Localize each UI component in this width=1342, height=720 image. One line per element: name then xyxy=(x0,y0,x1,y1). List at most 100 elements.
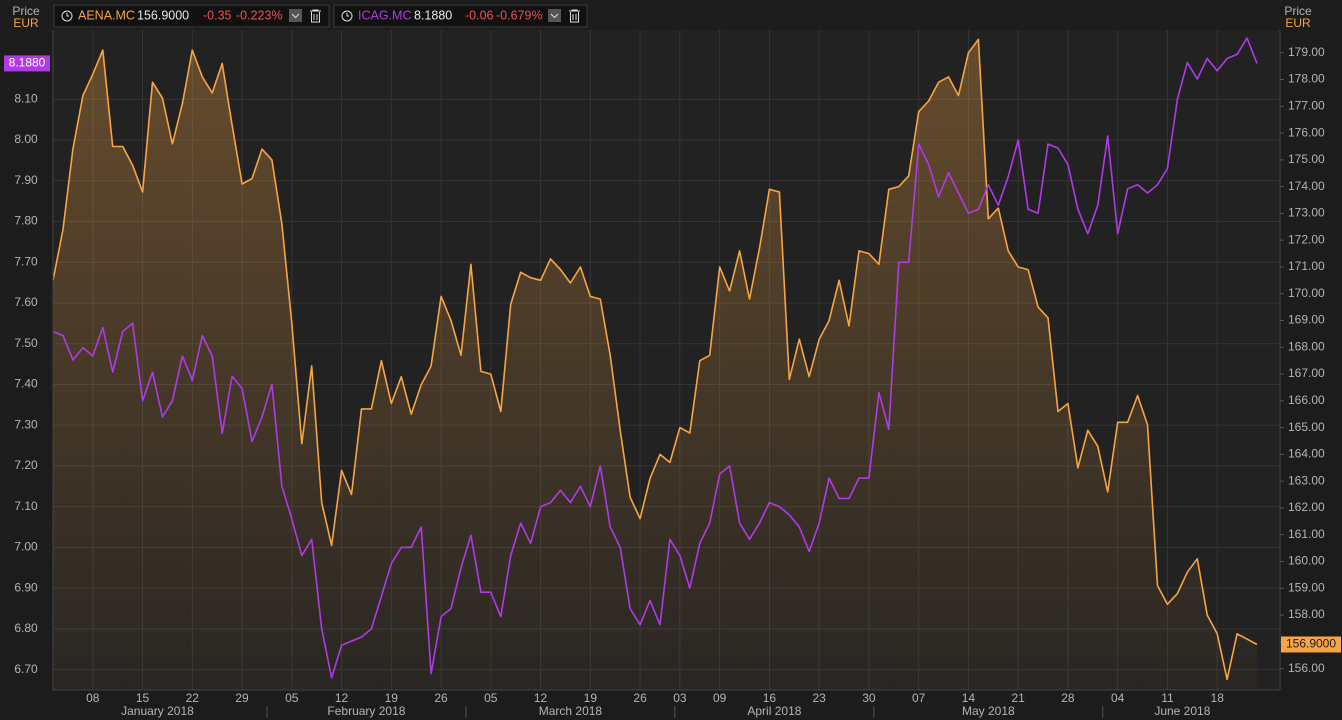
dropdown-icon[interactable] xyxy=(548,9,561,22)
y2-tick-label: 172.00 xyxy=(1288,232,1325,246)
x-tick-label: 22 xyxy=(186,691,200,705)
month-label: March 2018 xyxy=(539,704,603,718)
y-tick-label: 6.70 xyxy=(14,662,38,676)
y2-tick-label: 158.00 xyxy=(1288,607,1325,621)
y-tick-label: 7.90 xyxy=(14,173,38,187)
y2-tick-label: 167.00 xyxy=(1288,366,1325,380)
y-tick-label: 8.00 xyxy=(14,132,38,146)
y-tick-label: 7.80 xyxy=(14,214,38,228)
x-tick-label: 16 xyxy=(763,691,777,705)
x-tick-label: 19 xyxy=(584,691,598,705)
clock-icon xyxy=(61,10,73,22)
y2-tick-label: 177.00 xyxy=(1288,98,1325,112)
last-price-label: 156.9000 xyxy=(1286,637,1336,651)
y2-tick-label: 166.00 xyxy=(1288,393,1325,407)
y2-tick-label: 159.00 xyxy=(1288,580,1325,594)
legend-change: -0.06 xyxy=(465,8,494,22)
x-tick-label: 11 xyxy=(1161,691,1174,705)
x-tick-label: 08 xyxy=(86,691,100,705)
delete-icon[interactable] xyxy=(569,9,580,23)
x-tick-label: 07 xyxy=(912,691,926,705)
y-tick-label: 7.20 xyxy=(14,458,38,472)
y-tick-label: 8.10 xyxy=(14,91,38,105)
legend-last: 8.1880 xyxy=(414,8,452,22)
legend-item[interactable]: AENA.MC 156.9000 -0.35 -0.223% xyxy=(53,4,330,28)
month-label: February 2018 xyxy=(327,704,405,718)
y2-tick-label: 165.00 xyxy=(1288,420,1325,434)
y2-tick-label: 175.00 xyxy=(1288,152,1325,166)
last-price-box xyxy=(4,55,50,72)
clock-icon xyxy=(341,10,353,22)
y2-tick-label: 160.00 xyxy=(1288,554,1325,568)
y2-tick-label: 178.00 xyxy=(1288,72,1325,86)
y2-tick-label: 161.00 xyxy=(1288,527,1325,541)
x-tick-label: 26 xyxy=(434,691,448,705)
y2-tick-label: 173.00 xyxy=(1288,206,1325,220)
x-tick-label: 15 xyxy=(136,691,150,705)
y2-axis-unit: EUR xyxy=(1285,16,1311,30)
clock-hand xyxy=(66,13,69,17)
x-tick-label: 29 xyxy=(235,691,249,705)
line xyxy=(52,37,1258,679)
y2-tick-label: 176.00 xyxy=(1288,125,1325,139)
line xyxy=(52,38,1258,681)
legend-item[interactable]: ICAG.MC 8.1880 -0.06 -0.679% xyxy=(333,4,588,28)
y-tick-label: 7.40 xyxy=(14,377,38,391)
y2-tick-label: 162.00 xyxy=(1288,500,1325,514)
legend-change-pct: -0.223% xyxy=(236,8,283,22)
y2-tick-label: 156.00 xyxy=(1288,661,1325,675)
x-tick-label: 03 xyxy=(673,691,687,705)
y2-axis-label: Price xyxy=(1284,4,1312,18)
y2-tick-label: 179.00 xyxy=(1288,45,1325,59)
y-tick-label: 7.50 xyxy=(14,336,38,350)
month-label: May 2018 xyxy=(962,704,1015,718)
x-tick-label: 28 xyxy=(1061,691,1075,705)
x-tick-label: 21 xyxy=(1012,691,1026,705)
y-axis-label: Price xyxy=(12,4,40,18)
dropdown-icon[interactable] xyxy=(289,9,302,22)
legend: AENA.MC 156.9000 -0.35 -0.223% ICAG.MC 8… xyxy=(53,4,588,28)
month-label: June 2018 xyxy=(1154,704,1210,718)
y2-tick-label: 169.00 xyxy=(1288,313,1325,327)
y-tick-label: 6.80 xyxy=(14,621,38,635)
axes xyxy=(52,30,1281,691)
x-tick-label: 18 xyxy=(1211,691,1225,705)
y-tick-label: 7.60 xyxy=(14,295,38,309)
y2-tick-label: 170.00 xyxy=(1288,286,1325,300)
y2-tick-label: 168.00 xyxy=(1288,339,1325,353)
x-tick-label: 14 xyxy=(962,691,976,705)
clock-hand xyxy=(346,13,349,17)
last-price-box xyxy=(1281,636,1341,653)
legend-change: -0.35 xyxy=(203,8,232,22)
x-tick-label: 19 xyxy=(385,691,399,705)
x-tick-label: 09 xyxy=(713,691,727,705)
dropdown-arrow xyxy=(550,13,559,19)
last-price-label: 8.1880 xyxy=(9,56,46,70)
legend-box xyxy=(333,4,588,28)
x-tick-label: 05 xyxy=(285,691,299,705)
legend-change-pct: -0.679% xyxy=(496,8,543,22)
legend-box xyxy=(53,4,330,28)
y2-tick-label: 174.00 xyxy=(1288,179,1325,193)
y-tick-label: 7.10 xyxy=(14,499,38,513)
month-label: April 2018 xyxy=(747,704,801,718)
x-tick-label: 05 xyxy=(484,691,498,705)
x-tick-label: 12 xyxy=(534,691,548,705)
y2-tick-label: 163.00 xyxy=(1288,473,1325,487)
y2-tick-label: 171.00 xyxy=(1288,259,1325,273)
area xyxy=(53,39,1257,690)
legend-name: AENA.MC xyxy=(78,8,135,22)
x-tick-label: 12 xyxy=(335,691,349,705)
x-tick-label: 04 xyxy=(1111,691,1125,705)
y-axis-unit: EUR xyxy=(13,16,39,30)
y2-tick-label: 164.00 xyxy=(1288,447,1325,461)
y-tick-label: 7.00 xyxy=(14,540,38,554)
delete-icon[interactable] xyxy=(310,9,321,23)
x-tick-label: 23 xyxy=(813,691,827,705)
month-label: January 2018 xyxy=(121,704,194,718)
dropdown-arrow xyxy=(291,13,300,19)
marks xyxy=(52,37,1258,690)
y-tick-label: 7.70 xyxy=(14,254,38,268)
